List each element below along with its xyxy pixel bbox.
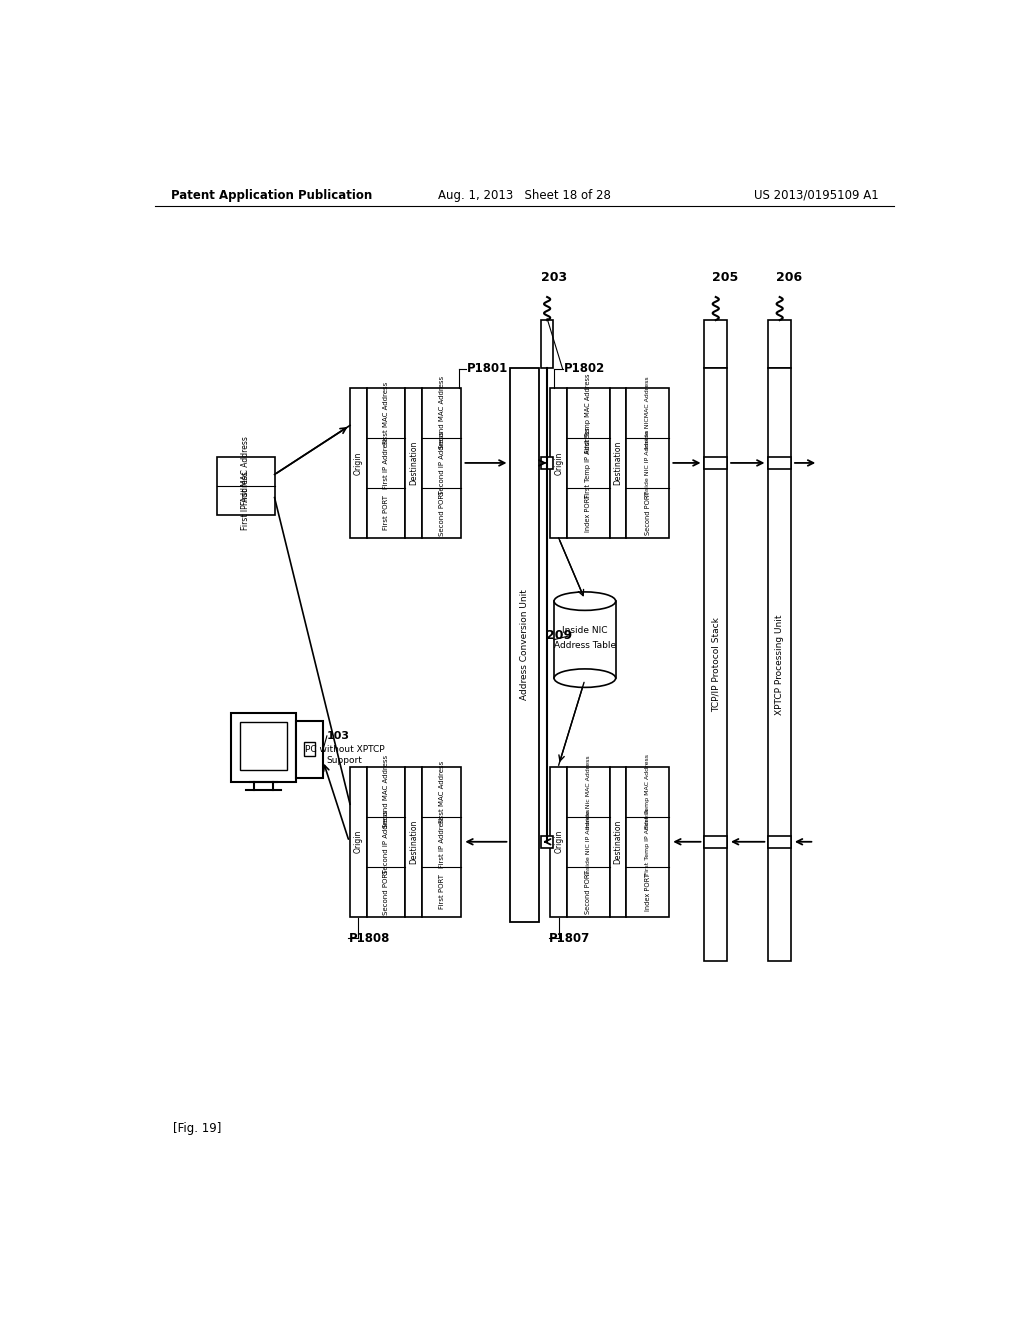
Text: Second PORT: Second PORT [438, 490, 444, 536]
Bar [367, 767, 406, 917]
Text: Index PORT: Index PORT [645, 873, 650, 911]
Ellipse shape [554, 591, 615, 610]
Text: Origin: Origin [554, 830, 563, 854]
Text: 203: 203 [541, 271, 567, 284]
Bar [705, 321, 727, 368]
Bar [627, 767, 669, 917]
Bar [705, 836, 727, 847]
Text: Inside NICMAC Address: Inside NICMAC Address [645, 376, 650, 449]
Text: First Temp IP Address: First Temp IP Address [586, 428, 591, 499]
Bar [304, 742, 315, 756]
Bar [422, 388, 461, 539]
Text: Aug. 1, 2013   Sheet 18 of 28: Aug. 1, 2013 Sheet 18 of 28 [438, 189, 611, 202]
Text: Inside Nic MAC Address: Inside Nic MAC Address [586, 755, 591, 829]
Text: First MAC Address: First MAC Address [242, 437, 250, 506]
Text: Second MAC Address: Second MAC Address [438, 376, 444, 449]
Bar [541, 836, 553, 847]
Text: [Fig. 19]: [Fig. 19] [173, 1122, 221, 1135]
Text: P1807: P1807 [549, 932, 590, 945]
Text: 205: 205 [712, 271, 738, 284]
Bar [567, 388, 609, 539]
Bar [367, 388, 406, 539]
Text: 103: 103 [327, 731, 350, 741]
Bar [350, 388, 367, 539]
Text: Patent Application Publication: Patent Application Publication [171, 189, 372, 202]
Text: Inside NIC IP Address: Inside NIC IP Address [586, 809, 591, 875]
Text: First IP Address: First IP Address [242, 471, 250, 529]
Bar [230, 713, 296, 781]
Text: First MAC Address: First MAC Address [383, 381, 389, 444]
Text: P1802: P1802 [564, 362, 605, 375]
Bar [217, 457, 274, 515]
Text: Support: Support [327, 756, 362, 766]
Bar [768, 368, 792, 961]
Bar [240, 722, 287, 770]
Text: Address Conversion Unit: Address Conversion Unit [520, 590, 529, 701]
Text: First Temp IP Address: First Temp IP Address [645, 808, 650, 875]
Text: First PORT: First PORT [438, 874, 444, 909]
Text: 209: 209 [547, 630, 572, 643]
Text: TCP/IP Protocol Stack: TCP/IP Protocol Stack [712, 616, 720, 711]
Text: First PORT: First PORT [383, 495, 389, 531]
Text: Origin: Origin [354, 830, 362, 854]
Text: Second MAC Address: Second MAC Address [383, 755, 389, 828]
Bar [768, 321, 792, 368]
Text: Second IP Address: Second IP Address [438, 432, 444, 495]
Text: Inside NIC IP Address: Inside NIC IP Address [645, 430, 650, 496]
Bar [567, 767, 609, 917]
Text: Second IP Address: Second IP Address [383, 810, 389, 874]
Text: Destination: Destination [410, 441, 419, 486]
Text: P1808: P1808 [348, 932, 390, 945]
Bar [705, 368, 727, 961]
Text: First Temp MAC Address: First Temp MAC Address [645, 754, 650, 829]
Bar [422, 767, 461, 917]
Bar [609, 388, 627, 539]
Text: US 2013/0195109 A1: US 2013/0195109 A1 [755, 189, 879, 202]
Bar [550, 767, 567, 917]
Bar [406, 767, 422, 917]
Bar [541, 321, 553, 368]
Text: Second PORT: Second PORT [586, 870, 591, 913]
Bar [705, 457, 727, 469]
Text: Destination: Destination [613, 820, 623, 865]
Bar [768, 836, 792, 847]
Bar [554, 601, 615, 678]
Text: Index PORT: Index PORT [586, 494, 591, 532]
Text: P1801: P1801 [467, 362, 508, 375]
Bar [768, 457, 792, 469]
Text: PC without XPTCP: PC without XPTCP [305, 746, 384, 754]
Bar [541, 457, 553, 469]
Text: 206: 206 [776, 271, 802, 284]
Bar [609, 767, 627, 917]
Ellipse shape [554, 669, 615, 688]
Bar [627, 388, 669, 539]
Text: Second PORT: Second PORT [645, 491, 650, 535]
Text: Inside NIC: Inside NIC [562, 626, 607, 635]
Bar [406, 388, 422, 539]
Text: XPTCP Processing Unit: XPTCP Processing Unit [775, 614, 784, 714]
Text: First IP Address: First IP Address [438, 816, 444, 869]
Text: Address Table: Address Table [554, 642, 615, 651]
Text: Origin: Origin [354, 451, 362, 475]
Bar [296, 721, 323, 779]
Text: First IP Address: First IP Address [383, 437, 389, 490]
Bar [550, 388, 567, 539]
Bar [350, 767, 367, 917]
Text: First Temp MAC Address: First Temp MAC Address [586, 374, 591, 453]
Text: Second PORT: Second PORT [383, 869, 389, 915]
Text: First MAC Address: First MAC Address [438, 760, 444, 822]
Text: Destination: Destination [613, 441, 623, 486]
Bar [510, 368, 540, 923]
Text: Origin: Origin [554, 451, 563, 475]
Text: Destination: Destination [410, 820, 419, 865]
